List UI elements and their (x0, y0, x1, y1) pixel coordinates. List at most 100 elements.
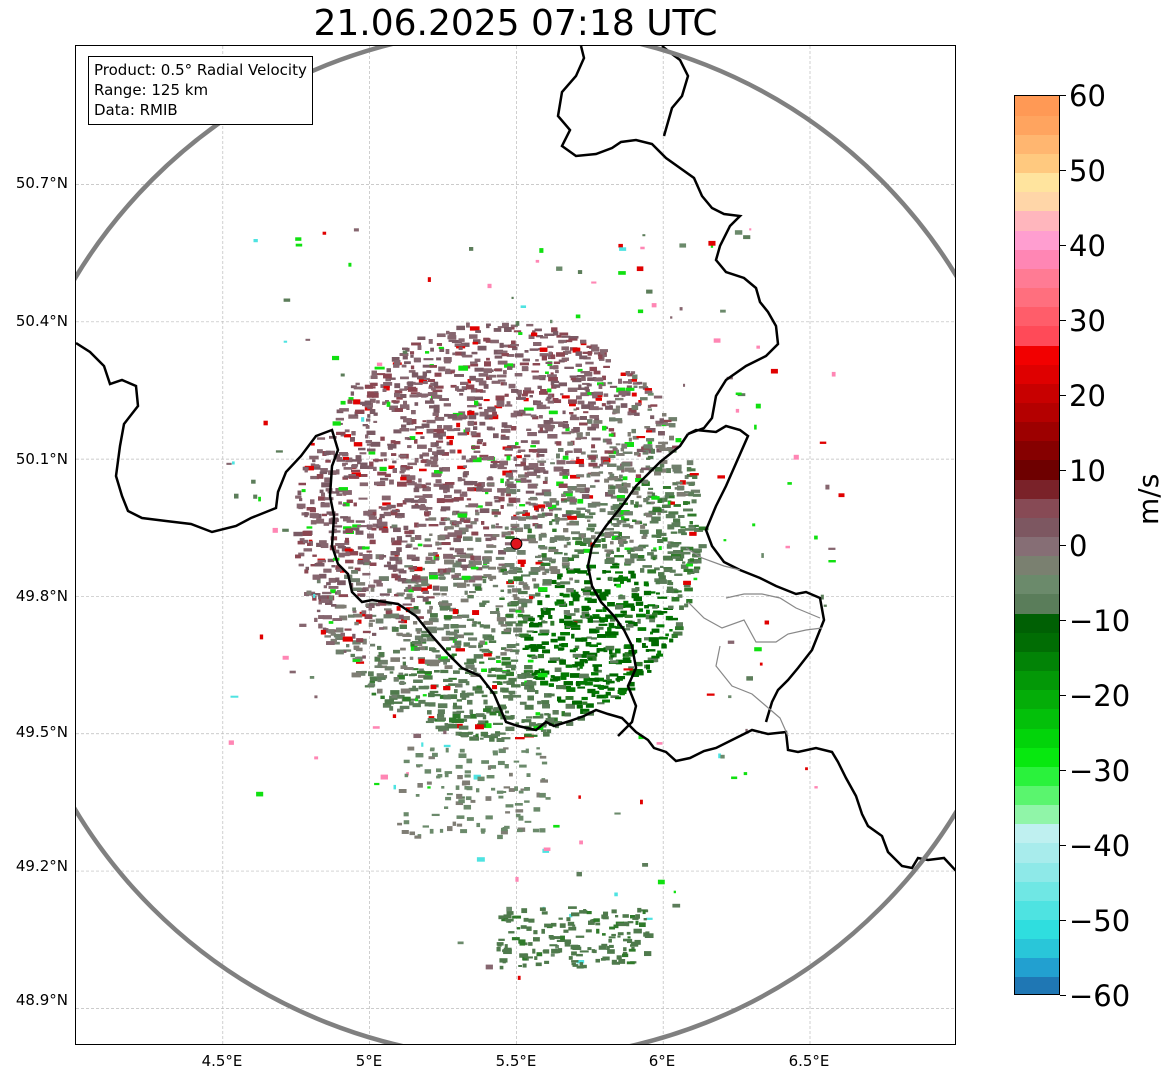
echo-cell (522, 510, 528, 515)
echo-cell (455, 560, 462, 565)
echo-cell (558, 699, 566, 703)
echo-cell (310, 593, 321, 596)
echo-cell (407, 445, 412, 449)
echo-cell (522, 512, 530, 516)
echo-cell (360, 474, 368, 477)
echo-cell (436, 357, 442, 361)
echo-cell (642, 382, 647, 387)
echo-cell (652, 556, 656, 561)
echo-cell (584, 487, 590, 492)
echo-cell (411, 342, 421, 346)
echo-cell (563, 544, 568, 548)
echo-cell (377, 688, 383, 694)
echo-cell (527, 695, 535, 701)
echo-cell (648, 637, 659, 642)
echo-cell (441, 542, 451, 546)
echo-cell (453, 582, 458, 587)
echo-cell (475, 733, 479, 737)
echo-cell (677, 485, 685, 491)
echo-cell (427, 584, 432, 589)
echo-cell (594, 531, 602, 535)
echo-cell (547, 504, 557, 510)
echo-cell (304, 465, 314, 471)
echo-cell (409, 656, 414, 660)
echo-cell (488, 575, 497, 580)
echo-cell (554, 441, 558, 445)
echo-cell (616, 547, 620, 552)
echo-cell (414, 635, 424, 641)
echo-cell (405, 545, 411, 549)
echo-cell (508, 696, 514, 701)
echo-cell (581, 404, 590, 409)
echo-cell (572, 653, 582, 658)
echo-cell (559, 659, 566, 665)
echo-cell (644, 390, 653, 394)
echo-cell (572, 619, 583, 624)
echo-cell (657, 650, 662, 655)
echo-cell (537, 424, 548, 428)
echo-cell (304, 592, 309, 596)
radar-map[interactable] (75, 45, 956, 1045)
echo-cell (541, 512, 548, 517)
echo-cell (351, 527, 360, 531)
echo-cell (460, 693, 470, 698)
echo-cell (382, 388, 387, 392)
echo-cell (446, 428, 455, 432)
echo-cell (545, 371, 549, 374)
echo-cell (430, 684, 437, 690)
echo-cell (368, 509, 377, 512)
echo-cell (427, 718, 436, 722)
echo-cell (506, 621, 516, 624)
echo-cell (621, 516, 625, 521)
echo-cell (634, 520, 640, 525)
echo-cell (344, 434, 351, 438)
echo-cell (320, 629, 326, 635)
echo-cell (404, 565, 413, 568)
echo-cell (543, 732, 550, 737)
echo-cell (314, 464, 320, 467)
echo-cell (485, 705, 493, 710)
echo-cell (674, 590, 682, 593)
echo-cell (463, 715, 471, 719)
echo-cell (415, 535, 422, 540)
echo-cell (549, 365, 559, 370)
echo-cell (547, 388, 552, 393)
echo-cell (528, 498, 538, 501)
echo-cell (445, 368, 451, 372)
echo-cell (562, 557, 570, 562)
echo-cell (659, 447, 665, 451)
echo-cell (620, 403, 628, 408)
echo-cell (316, 518, 325, 524)
echo-cell (338, 552, 345, 558)
echo-cell (490, 535, 497, 541)
echo-cell (521, 393, 528, 397)
echo-cell (524, 704, 534, 710)
echo-cell (591, 672, 599, 676)
echo-cell (474, 367, 484, 372)
echo-cell (562, 514, 572, 518)
echo-cell (605, 553, 611, 557)
echo-cell (587, 598, 597, 604)
echo-cell (426, 459, 432, 464)
echo-cell (448, 339, 457, 342)
echo-cell (567, 557, 575, 561)
echo-cell (651, 534, 662, 538)
echo-cell (556, 441, 562, 446)
echo-cell (549, 521, 553, 526)
map-title: 21.06.2025 07:18 UTC (313, 3, 718, 44)
echo-cell (551, 380, 560, 384)
echo-cell (425, 351, 430, 354)
echo-cell (443, 615, 453, 619)
echo-cell (418, 478, 422, 483)
echo-cell (459, 393, 464, 396)
echo-cell (343, 649, 352, 652)
echo-cell (421, 578, 429, 584)
echo-cell (654, 471, 662, 476)
echo-cell (634, 581, 639, 586)
echo-cell (482, 488, 492, 492)
echo-cell (362, 546, 370, 550)
echo-cell (488, 640, 497, 643)
echo-cell (631, 605, 635, 611)
echo-cell (450, 624, 459, 629)
echo-cell (351, 570, 359, 574)
